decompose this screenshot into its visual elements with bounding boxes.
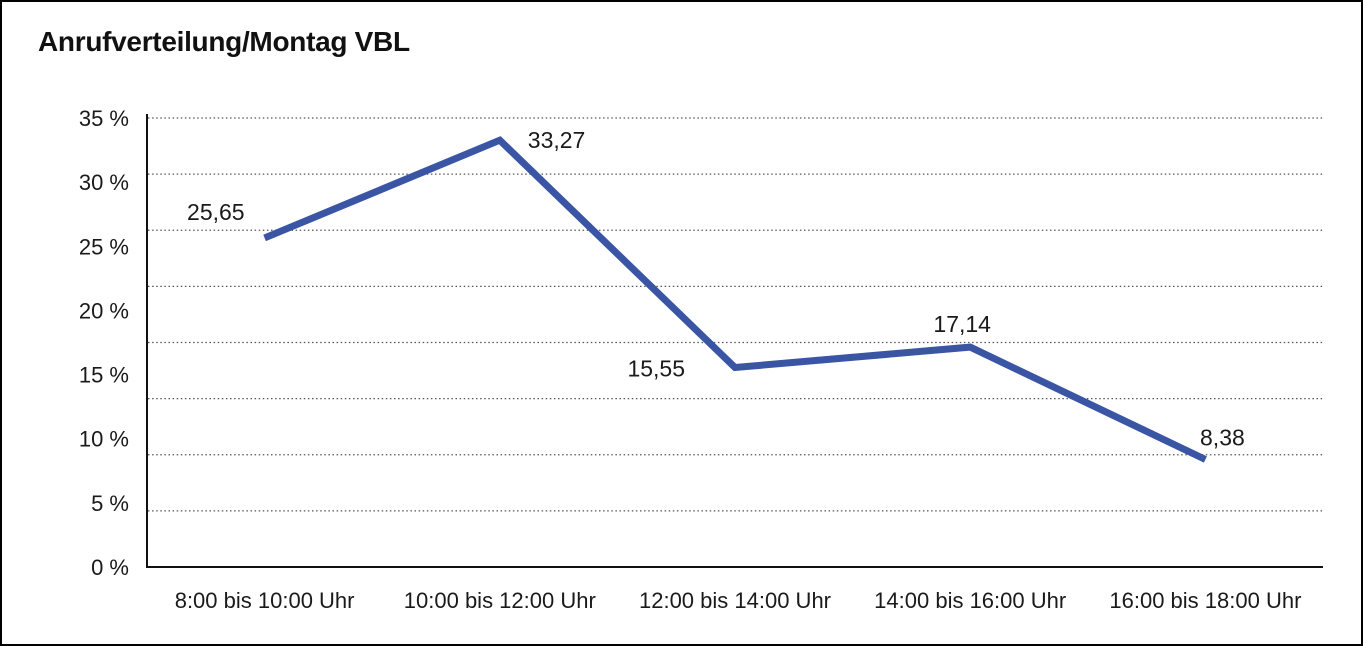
x-category-label: 16:00 bis 18:00 Uhr	[1109, 588, 1301, 613]
y-tick-label: 5 %	[91, 491, 129, 516]
y-tick-label: 15 %	[79, 363, 129, 388]
point-label: 25,65	[187, 199, 245, 225]
point-label: 33,27	[528, 127, 586, 153]
point-label: 15,55	[627, 356, 685, 382]
y-tick-label: 30 %	[79, 170, 129, 195]
x-category-label: 8:00 bis 10:00 Uhr	[175, 588, 355, 613]
y-tick-label: 20 %	[79, 298, 129, 323]
x-category-label: 14:00 bis 16:00 Uhr	[874, 588, 1066, 613]
point-label: 8,38	[1200, 424, 1245, 450]
y-tick-label: 10 %	[79, 427, 129, 452]
chart-title: Anrufverteilung/Montag VBL	[38, 26, 410, 57]
x-category-label: 10:00 bis 12:00 Uhr	[404, 588, 596, 613]
data-line	[263, 136, 1207, 463]
y-tick-label: 35 %	[79, 106, 129, 131]
point-label: 17,14	[933, 311, 991, 337]
y-tick-label: 0 %	[91, 555, 129, 580]
y-tick-label: 25 %	[79, 234, 129, 259]
x-category-label: 12:00 bis 14:00 Uhr	[639, 588, 831, 613]
